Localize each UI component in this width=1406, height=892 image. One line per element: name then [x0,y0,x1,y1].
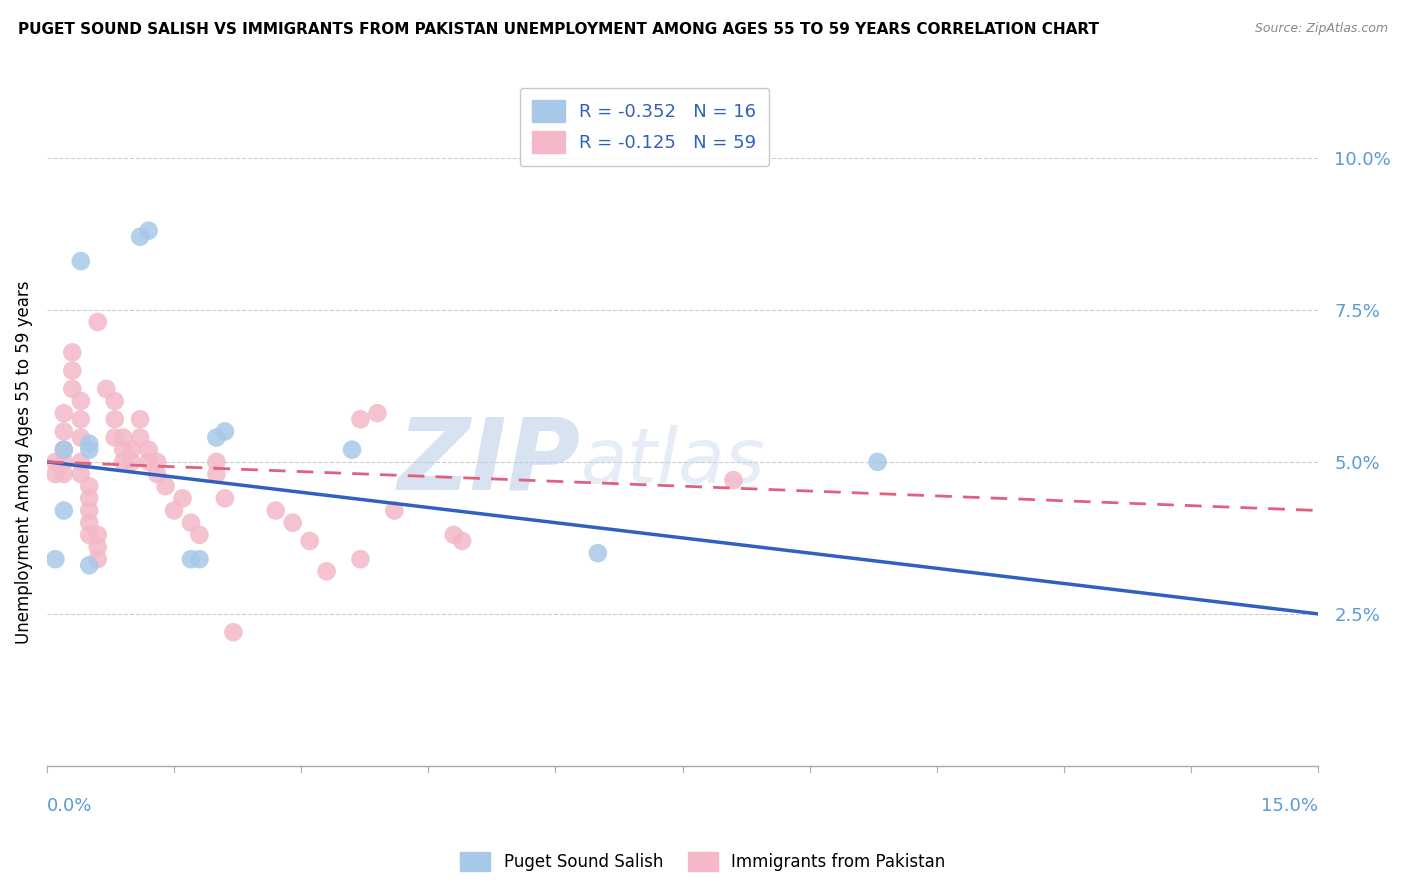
Point [180,552,202,566]
Text: 15.0%: 15.0% [1261,797,1319,814]
Point [298,533,321,548]
Point [264,503,287,517]
Point [77,516,100,530]
Point [340,442,363,457]
Point [866,455,889,469]
Point [69,394,91,409]
Point [69,455,91,469]
Point [129,412,152,426]
Point [52,442,75,457]
Point [121,455,143,469]
Point [44,455,66,469]
Point [52,442,75,457]
Point [60,345,83,359]
Point [77,491,100,506]
Point [112,455,135,469]
Point [69,467,91,481]
Point [104,430,127,444]
Point [222,625,245,640]
Point [121,442,143,457]
Point [87,552,110,566]
Point [349,552,371,566]
Point [112,430,135,444]
Point [77,436,100,450]
Point [315,565,337,579]
Point [52,425,75,439]
Point [172,491,194,506]
Point [52,467,75,481]
Point [146,455,169,469]
Point [163,503,186,517]
Text: atlas: atlas [581,425,765,499]
Point [138,455,160,469]
Point [281,516,304,530]
Point [188,552,211,566]
Point [205,455,228,469]
Point [586,546,609,560]
Point [52,503,75,517]
Point [77,479,100,493]
Y-axis label: Unemployment Among Ages 55 to 59 years: Unemployment Among Ages 55 to 59 years [15,280,32,644]
Point [69,412,91,426]
Point [155,479,177,493]
Point [77,558,100,573]
Point [44,552,66,566]
Point [87,528,110,542]
Point [52,455,75,469]
Point [104,394,127,409]
Point [451,533,474,548]
Point [60,363,83,377]
Point [180,516,202,530]
Point [384,503,406,517]
Point [205,467,228,481]
Point [146,467,169,481]
Point [52,406,75,420]
Point [77,528,100,542]
Point [69,430,91,444]
Point [96,382,118,396]
Legend: R = -0.352   N = 16, R = -0.125   N = 59: R = -0.352 N = 16, R = -0.125 N = 59 [520,87,769,166]
Point [104,412,127,426]
Point [69,254,91,268]
Text: Source: ZipAtlas.com: Source: ZipAtlas.com [1254,22,1388,36]
Point [443,528,465,542]
Point [366,406,388,420]
Text: PUGET SOUND SALISH VS IMMIGRANTS FROM PAKISTAN UNEMPLOYMENT AMONG AGES 55 TO 59 : PUGET SOUND SALISH VS IMMIGRANTS FROM PA… [18,22,1099,37]
Point [77,503,100,517]
Point [60,382,83,396]
Point [349,412,371,426]
Point [214,425,236,439]
Point [205,430,228,444]
Legend: Puget Sound Salish, Immigrants from Pakistan: Puget Sound Salish, Immigrants from Paki… [451,843,955,880]
Point [87,315,110,329]
Point [138,224,160,238]
Point [77,442,100,457]
Point [44,467,66,481]
Point [112,442,135,457]
Point [129,430,152,444]
Point [138,442,160,457]
Text: 0.0%: 0.0% [46,797,93,814]
Point [87,540,110,554]
Text: ZIP: ZIP [398,413,581,510]
Point [188,528,211,542]
Point [723,473,745,487]
Point [214,491,236,506]
Point [129,229,152,244]
